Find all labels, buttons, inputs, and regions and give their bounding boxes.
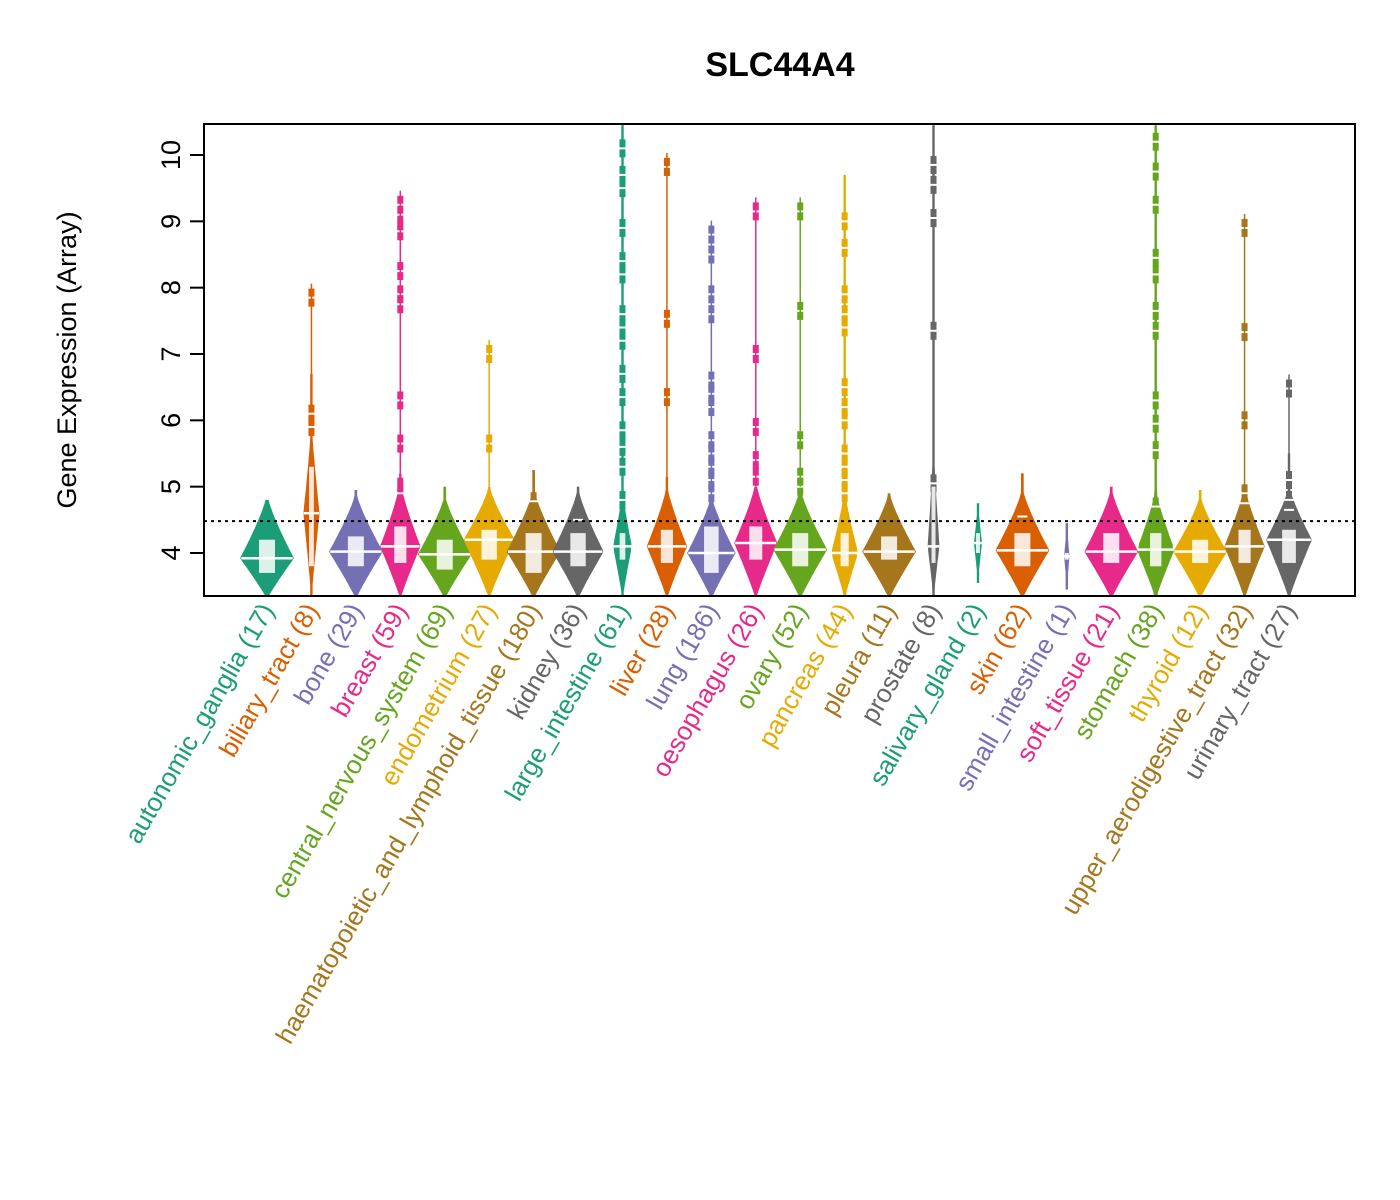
violin-skin (995, 473, 1049, 596)
violin-lung (687, 220, 736, 596)
y-tick-label: 5 (156, 479, 186, 494)
violin-stomach (1137, 125, 1174, 596)
violin-urinary-tract (1266, 374, 1312, 596)
violin-small-intestine (1063, 523, 1070, 590)
violin-biliary-tract (303, 283, 320, 596)
y-tick-label: 10 (156, 140, 186, 170)
violin-body (1137, 125, 1174, 596)
plot-area-border (203, 123, 1356, 597)
violin-haematopoietic-and-lymphoid-tissue (506, 470, 561, 596)
iqr-box (570, 533, 586, 567)
violin-pleura (862, 493, 917, 596)
violin-oesophagus (734, 197, 778, 596)
violin-body (927, 125, 940, 596)
violin-body (1266, 453, 1312, 596)
violin-prostate (927, 125, 940, 596)
violin-bone (329, 490, 383, 596)
violin-thyroid (1173, 490, 1227, 596)
iqr-box (309, 466, 314, 567)
violin-central-nervous-system (417, 486, 472, 596)
violin-pancreas (831, 174, 858, 596)
y-axis-label: Gene Expression (Array) (52, 211, 82, 508)
iqr-box (840, 533, 849, 567)
violins-group (240, 125, 1312, 596)
violin-salivary-gland (973, 503, 982, 583)
violin-upper-aerodigestive-tract (1224, 213, 1265, 596)
y-tick-label: 9 (156, 214, 186, 229)
violin-body (506, 470, 561, 596)
chart-title: SLC44A4 (705, 46, 854, 84)
iqr-box (931, 486, 936, 563)
violin-liver (646, 152, 688, 596)
violin-endometrium (463, 340, 515, 596)
iqr-box (1282, 529, 1296, 563)
violin-ovary (773, 197, 827, 596)
iqr-box (881, 536, 898, 560)
violin-soft-tissue (1084, 486, 1138, 596)
violin-autonomic-ganglia (240, 499, 294, 596)
y-axis: 4 5 6 7 8 9 10 (156, 140, 204, 561)
iqr-box (1103, 533, 1120, 563)
violin-large-intestine (613, 125, 632, 596)
iqr-box (394, 526, 407, 563)
violin-body (613, 125, 632, 596)
y-tick-label: 7 (156, 346, 186, 361)
x-axis-labels: autonomic_ganglia (17)biliary_tract (8)b… (118, 598, 1302, 1049)
iqr-box (259, 539, 275, 573)
iqr-box (481, 529, 497, 560)
y-tick-label: 4 (156, 545, 186, 560)
iqr-box (704, 526, 719, 573)
y-tick-label: 8 (156, 280, 186, 295)
y-tick-label: 6 (156, 413, 186, 428)
iqr-box (525, 533, 542, 573)
violin-breast (380, 190, 421, 596)
violin-kidney (552, 486, 604, 596)
